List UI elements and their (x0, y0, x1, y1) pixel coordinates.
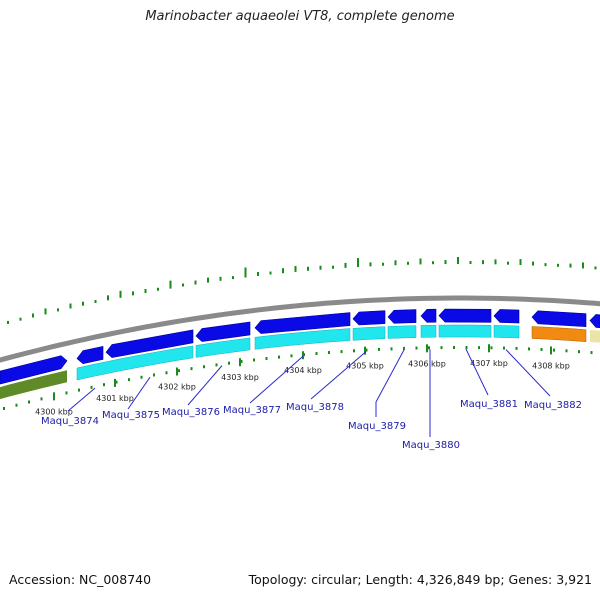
gene-arrow (589, 314, 600, 329)
leader-line (465, 348, 489, 396)
cds-block-faint (590, 330, 600, 343)
kbp-label: 4307 kbp (470, 359, 508, 368)
left-locus-track (0, 370, 67, 400)
kbp-label: 4302 kbp (158, 382, 196, 391)
kbp-label: 4300 kbp (35, 407, 73, 416)
gene-arrow (493, 309, 520, 324)
upper-gc-ticks (7, 257, 597, 324)
gene-arrow-track (0, 308, 600, 385)
gene-arrow (0, 355, 68, 385)
accession-text: Accession: NC_008740 (9, 572, 152, 587)
gene-arrow (438, 308, 492, 323)
gene-arrow (254, 312, 351, 334)
cds-block (352, 326, 386, 341)
leader-line (127, 376, 151, 410)
kbp-label: 4304 kbp (284, 366, 322, 375)
leader-line (505, 349, 551, 397)
leader-line (310, 351, 367, 400)
gene-label[interactable]: Maqu_3874 (41, 416, 99, 427)
gene-arrow (195, 321, 251, 342)
genome-backbone (0, 295, 600, 363)
gene-arrow (352, 310, 386, 326)
cds-block (195, 337, 251, 358)
scale-minor-ticks (3, 346, 593, 411)
gene-label[interactable]: Maqu_3877 (223, 405, 281, 416)
cds-block (76, 345, 194, 381)
kbp-label: 4301 kbp (96, 394, 134, 403)
leader-line (249, 355, 304, 404)
kbp-label: 4308 kbp (532, 361, 570, 370)
locus-band-left (0, 370, 67, 400)
gene-label[interactable]: Maqu_3879 (348, 421, 406, 432)
leader-line (67, 387, 96, 412)
leader-line (375, 349, 405, 417)
kbp-label: 4305 kbp (346, 362, 384, 371)
genome-stats-text: Topology: circular; Length: 4,326,849 bp… (248, 572, 592, 587)
cds-block (438, 324, 492, 338)
gene-label[interactable]: Maqu_3880 (402, 440, 460, 451)
cds-block (420, 324, 437, 338)
cds-block (254, 328, 351, 350)
gene-arrow (387, 309, 417, 324)
leader-line (187, 365, 223, 406)
cds-block (387, 325, 417, 339)
gene-arrow (105, 329, 194, 358)
kbp-label: 4303 kbp (221, 373, 259, 382)
gene-arrow (76, 346, 104, 365)
kbp-label: 4306 kbp (408, 359, 446, 368)
cds-block (493, 325, 520, 339)
gene-arrow (531, 310, 587, 327)
gene-label[interactable]: Maqu_3875 (102, 410, 160, 421)
gene-arrow (420, 308, 437, 323)
cds-track (76, 324, 600, 381)
gene-label[interactable]: Maqu_3882 (524, 400, 582, 411)
gene-label[interactable]: Maqu_3881 (460, 399, 518, 410)
gene-label[interactable]: Maqu_3878 (286, 402, 344, 413)
genome-title: Marinobacter aquaeolei VT8, complete gen… (145, 9, 455, 24)
cds-block-other (531, 326, 587, 342)
scale-labels: 4300 kbp 4301 kbp 4302 kbp 4303 kbp 4304 kbp… (35, 344, 570, 416)
gene-label[interactable]: Maqu_3876 (162, 407, 220, 418)
